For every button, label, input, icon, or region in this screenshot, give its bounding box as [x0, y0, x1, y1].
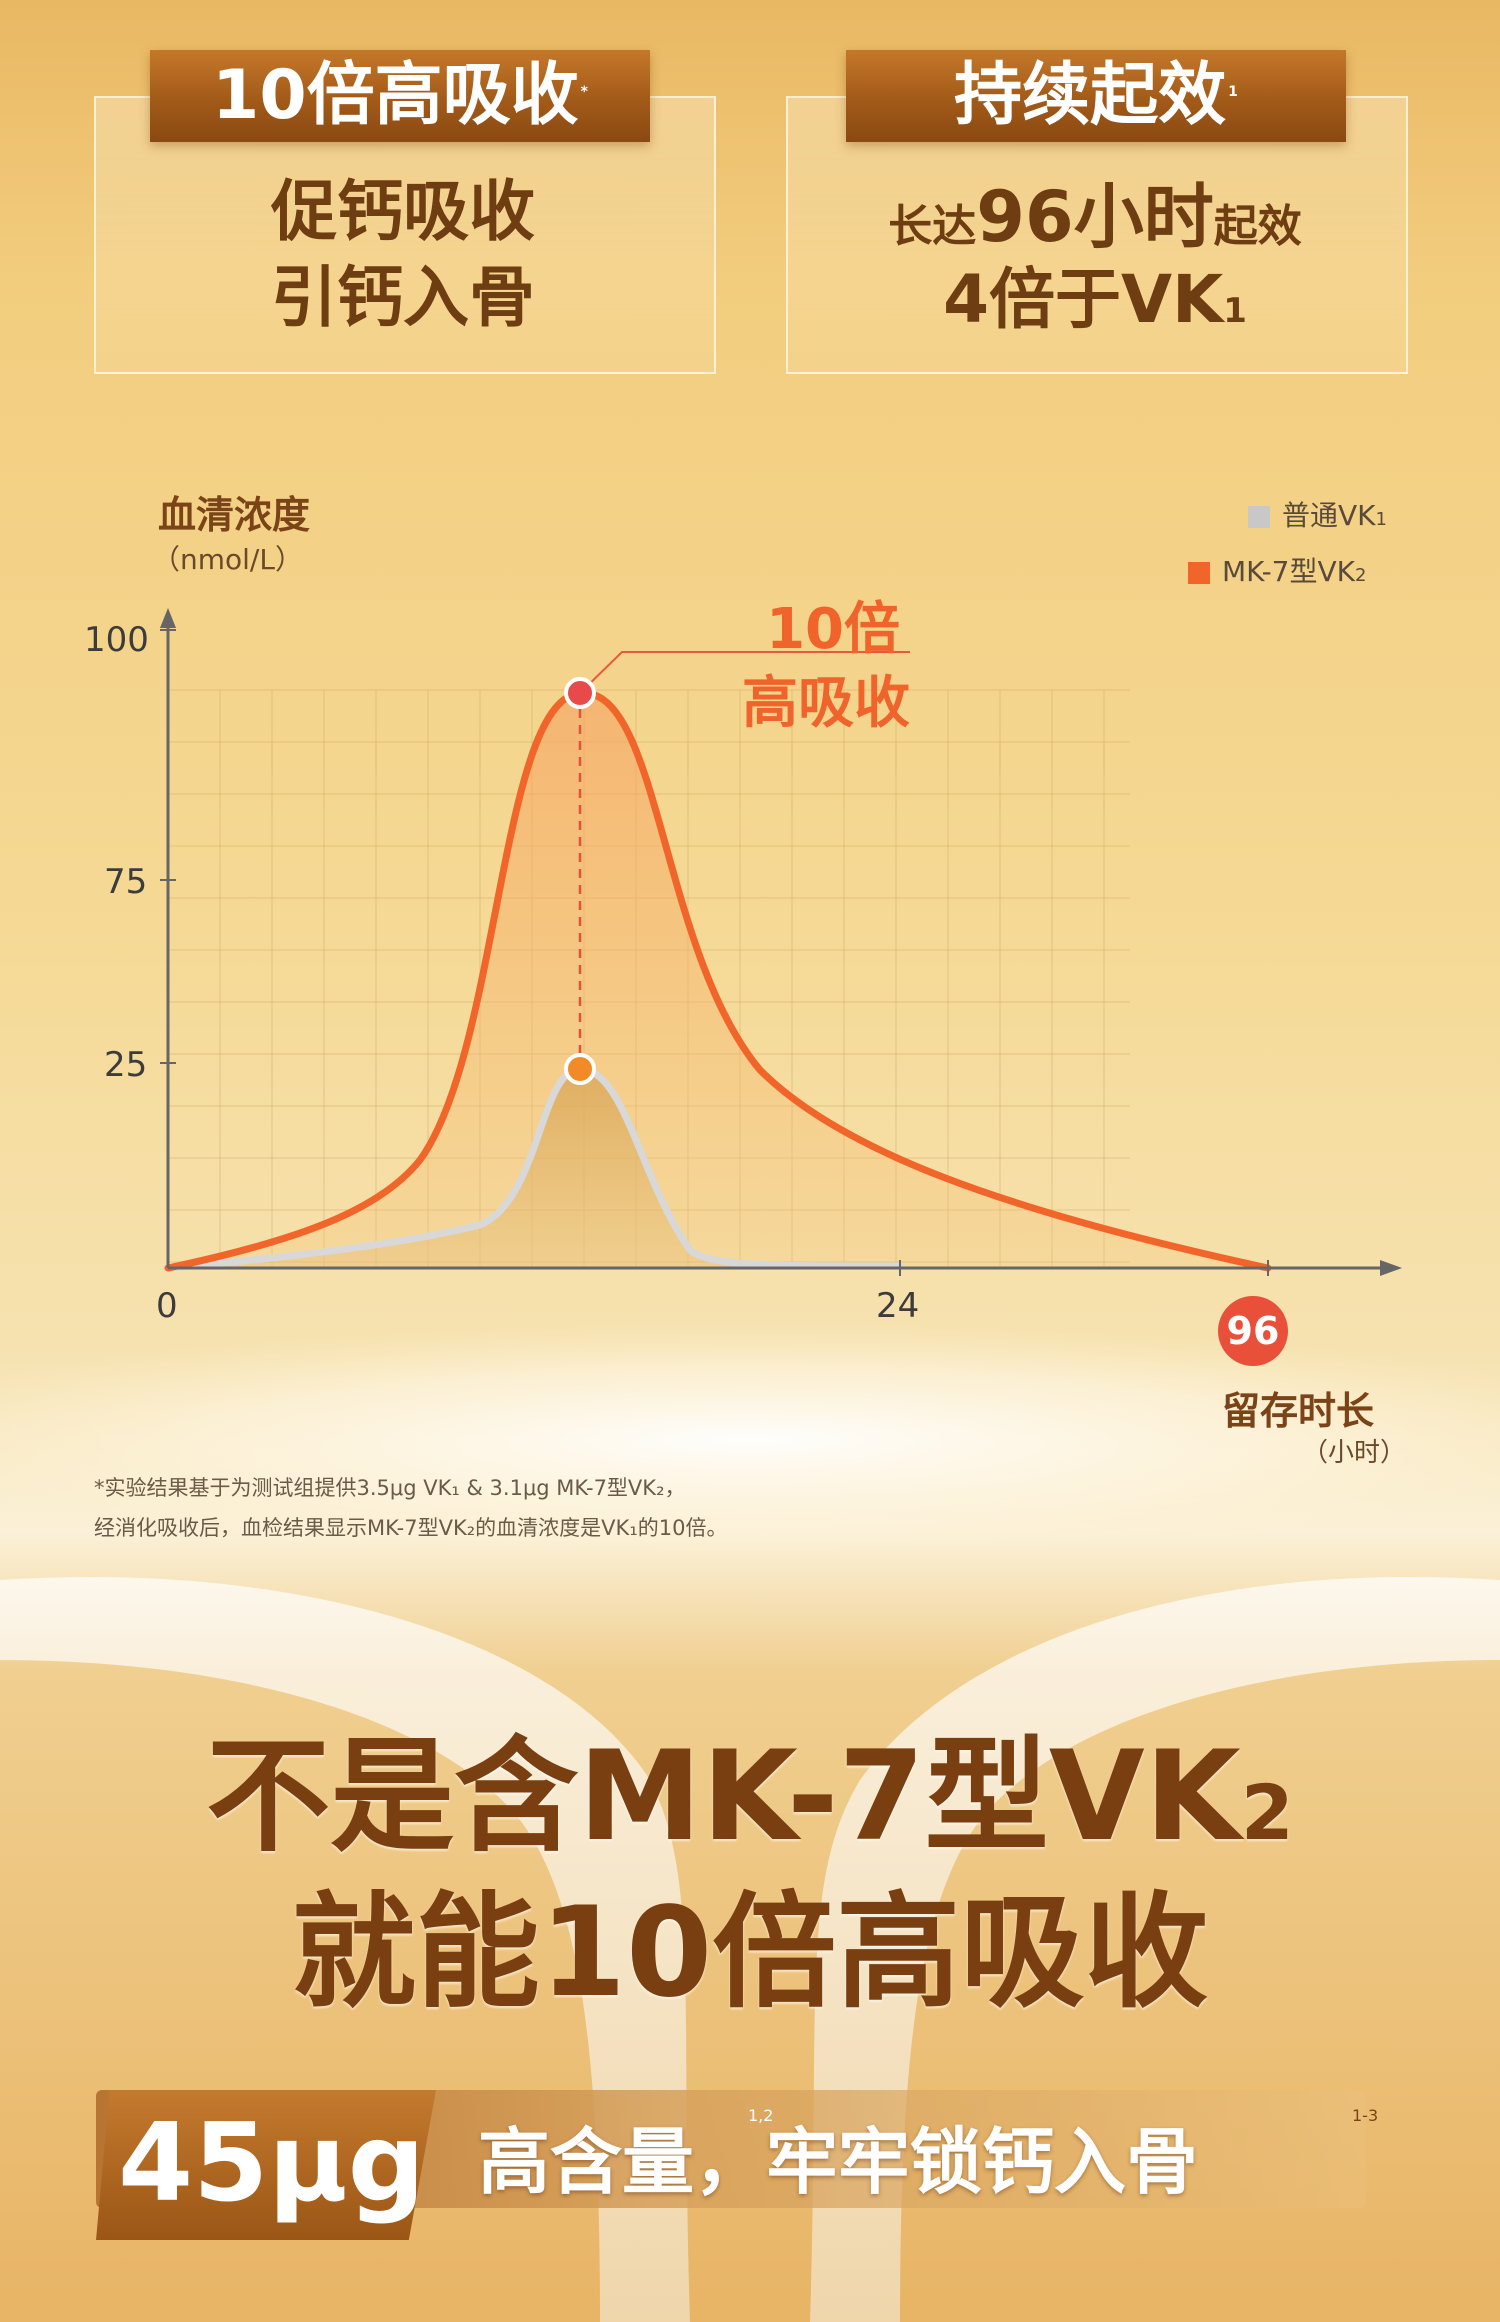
- bottom-sup-1: 1,2: [748, 2106, 774, 2125]
- x-axis-title: 留存时长: [1222, 1389, 1375, 1433]
- absorption-chart: [160, 608, 1402, 1276]
- callout-leader: [579, 651, 910, 694]
- headline-line1: 不是含MK-7型VK2: [0, 1722, 1500, 1888]
- bottom-sup-2: 1-3: [1352, 2106, 1379, 2125]
- tag-duration-label: 持续起效: [954, 56, 1227, 135]
- y-axis-unit: （nmol/L）: [152, 543, 303, 576]
- duration-hours: 96小时: [976, 176, 1214, 258]
- footnote-line1: *实验结果基于为测试组提供3.5μg VK₁ & 3.1μg MK-7型VK₂，: [94, 1476, 686, 1500]
- panel-absorption: [94, 96, 716, 374]
- mk7-peak-point: [564, 677, 596, 709]
- bottom-slogan: 高含量，牢牢锁钙入骨: [478, 2120, 1199, 2204]
- legend-swatch-orange: [1188, 562, 1210, 584]
- tag-absorption: 10倍高吸收 *: [150, 50, 650, 142]
- callout-line2: 高吸收: [742, 671, 910, 736]
- axis-ticks: [160, 629, 1269, 1276]
- legend-label-mk7: MK-7型VK: [1222, 555, 1356, 588]
- panel-absorption-line2: 引钙入骨: [271, 259, 535, 336]
- y-axis-arrow: [160, 608, 176, 628]
- vk1-peak-point: [564, 1053, 596, 1085]
- x-tick-0: 0: [156, 1286, 178, 1326]
- y-tick-75: 75: [104, 862, 148, 902]
- legend-swatch-gray: [1248, 506, 1270, 528]
- series-line-mk7: [164, 689, 1272, 1272]
- amount-label: 45μg: [118, 2101, 426, 2226]
- duration-post: 起效: [1213, 201, 1302, 252]
- panel-duration: [786, 96, 1408, 374]
- legend-item-mk7: MK-7型VK2: [1188, 550, 1366, 590]
- vk1-area: [168, 1069, 900, 1268]
- panel-absorption-line1: 促钙吸收: [271, 173, 535, 250]
- x-tick-24: 24: [876, 1286, 920, 1326]
- panel-duration-line1: 长达96小时起效: [786, 172, 1404, 281]
- tag-absorption-label: 10倍高吸收: [212, 56, 579, 135]
- duration-pre: 长达: [888, 201, 977, 252]
- tag-duration: 持续起效 1: [846, 50, 1346, 142]
- x-axis-unit: （小时）: [1302, 1438, 1407, 1468]
- x-end-badge: 96: [1218, 1296, 1288, 1366]
- y-tick-100: 100: [84, 620, 149, 660]
- legend-label-vk1: 普通VK: [1282, 499, 1376, 532]
- y-tick-25: 25: [104, 1045, 148, 1085]
- tag-duration-sup: 1: [1228, 84, 1238, 100]
- footnote-line2: 经消化吸收后，血检结果显示MK-7型VK₂的血清浓度是VK₁的10倍。: [94, 1516, 728, 1540]
- callout-line1: 10倍: [766, 597, 900, 662]
- headline-line1-text: 不是含MK-7型VK: [206, 1725, 1241, 1869]
- legend-sub-vk1: 1: [1375, 509, 1387, 530]
- x-axis-arrow: [1380, 1260, 1402, 1276]
- headline-line2: 就能10倍高吸收: [291, 1881, 1209, 2025]
- mk7-area: [168, 692, 1268, 1268]
- amount-box: [96, 2090, 436, 2240]
- headline-line1-sub: 2: [1240, 1768, 1294, 1857]
- tag-absorption-sup: *: [580, 84, 588, 100]
- legend-item-vk1: 普通VK1: [1248, 494, 1387, 534]
- duration-times: 4倍于VK: [943, 261, 1224, 338]
- duration-sub: 1: [1223, 291, 1247, 331]
- legend-sub-mk7: 2: [1355, 565, 1367, 586]
- y-axis-title: 血清浓度: [158, 493, 311, 537]
- panel-duration-line2: 4倍于VK1: [786, 260, 1404, 351]
